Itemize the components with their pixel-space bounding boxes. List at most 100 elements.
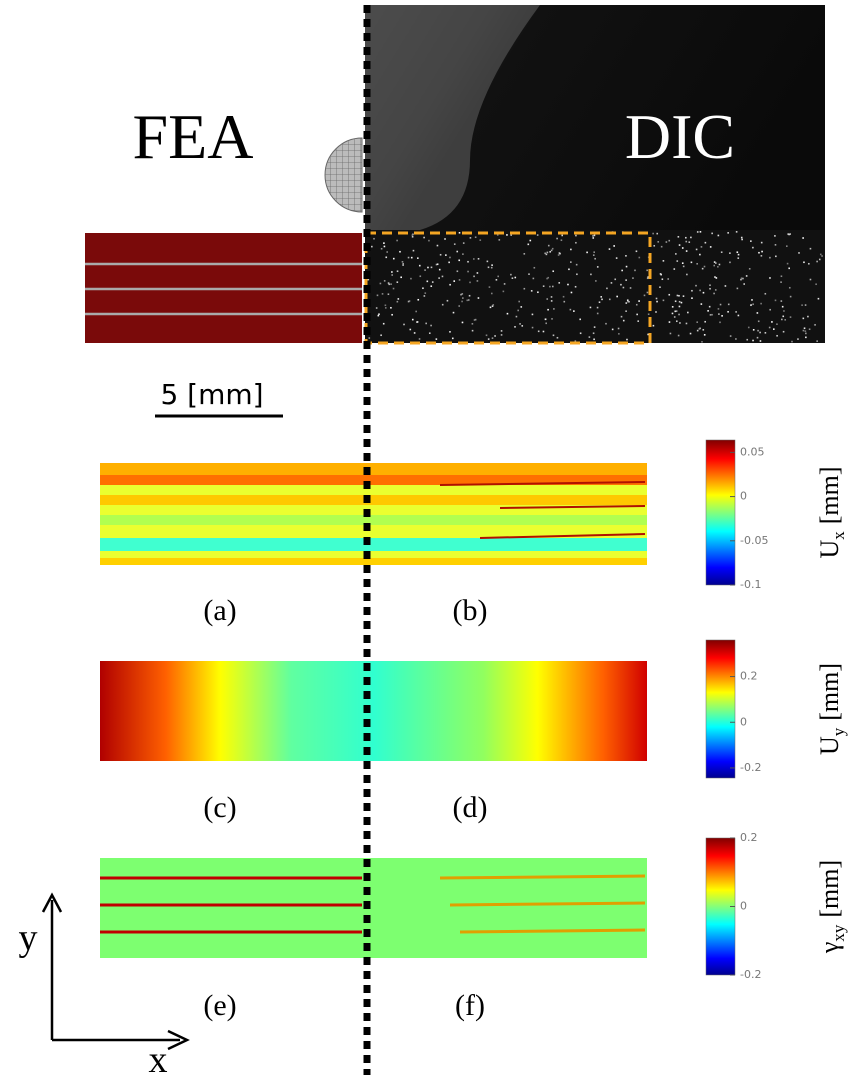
speckle: [440, 254, 442, 256]
speckle: [439, 269, 441, 271]
speckle: [551, 296, 553, 298]
speckle: [556, 238, 558, 240]
speckle: [552, 286, 554, 288]
speckle: [524, 288, 526, 290]
speckle: [717, 266, 719, 268]
speckle: [632, 277, 634, 279]
speckle: [558, 254, 560, 256]
speckle: [597, 313, 599, 315]
speckle: [521, 325, 523, 327]
speckle: [380, 334, 382, 336]
speckle: [609, 248, 611, 250]
speckle: [660, 273, 662, 275]
speckle: [472, 323, 474, 325]
speckle: [810, 279, 812, 281]
speckle: [492, 304, 494, 306]
speckle: [385, 304, 387, 306]
speckle: [738, 315, 740, 317]
speckle: [775, 244, 777, 246]
speckle: [528, 273, 530, 275]
speckle: [648, 313, 650, 315]
speckle: [714, 276, 716, 278]
speckle: [815, 283, 817, 285]
speckle: [696, 263, 698, 265]
speckle: [479, 239, 481, 241]
speckle: [547, 252, 549, 254]
speckle: [820, 254, 822, 256]
speckle: [402, 261, 404, 263]
speckle: [444, 238, 446, 240]
speckle: [771, 321, 773, 323]
speckle: [486, 334, 488, 336]
speckle: [630, 287, 632, 289]
speckle: [781, 300, 783, 302]
speckle: [735, 338, 737, 340]
speckle: [593, 251, 595, 253]
speckle: [685, 237, 687, 239]
speckle: [382, 293, 384, 295]
speckle: [552, 270, 554, 272]
speckle: [429, 332, 431, 334]
speckle: [637, 320, 639, 322]
speckle: [378, 315, 380, 317]
speckle: [738, 254, 740, 256]
speckle: [808, 263, 810, 265]
speckle: [735, 311, 737, 313]
speckle: [383, 323, 385, 325]
speckle: [391, 274, 393, 276]
speckle: [781, 275, 783, 277]
speckle: [388, 282, 390, 284]
speckle: [705, 242, 707, 244]
speckle: [592, 237, 594, 239]
speckle: [472, 330, 474, 332]
speckle: [720, 304, 722, 306]
colorbar-tick-label: 0: [740, 715, 747, 728]
speckle: [570, 249, 572, 251]
speckle: [656, 301, 658, 303]
speckle: [557, 337, 559, 339]
speckle: [682, 247, 684, 249]
speckle: [551, 300, 553, 302]
speckle: [818, 298, 820, 300]
speckle: [559, 253, 561, 255]
speckle: [460, 294, 462, 296]
speckle: [695, 285, 697, 287]
speckle: [725, 285, 727, 287]
speckle: [696, 249, 698, 251]
speckle: [531, 290, 533, 292]
speckle: [620, 284, 622, 286]
speckle: [492, 337, 494, 339]
speckle: [512, 277, 514, 279]
colorbar-tick-label: -0.2: [740, 761, 761, 774]
speckle: [700, 231, 702, 233]
speckle: [575, 286, 577, 288]
speckle: [514, 277, 516, 279]
speckle: [397, 281, 399, 283]
speckle: [691, 297, 693, 299]
speckle: [477, 272, 479, 274]
speckle: [673, 268, 675, 270]
speckle: [704, 334, 706, 336]
colorbar-tick-label: 0.2: [740, 831, 758, 844]
speckle: [775, 256, 777, 258]
speckle: [416, 321, 418, 323]
title-unit: [mm]: [815, 466, 844, 524]
speckle: [506, 234, 508, 236]
indenter-mesh: [325, 138, 362, 212]
speckle: [545, 319, 547, 321]
speckle: [809, 328, 811, 330]
speckle: [803, 261, 805, 263]
speckle: [781, 319, 783, 321]
speckle: [656, 233, 658, 235]
panel-label: (a): [203, 594, 236, 627]
speckle: [576, 273, 578, 275]
speckle: [676, 320, 678, 322]
speckle: [697, 330, 699, 332]
speckle: [701, 341, 703, 343]
speckle: [516, 316, 518, 318]
speckle: [737, 251, 739, 253]
speckle: [697, 231, 699, 233]
speckle: [659, 286, 661, 288]
speckle: [437, 245, 439, 247]
speckle: [442, 304, 444, 306]
